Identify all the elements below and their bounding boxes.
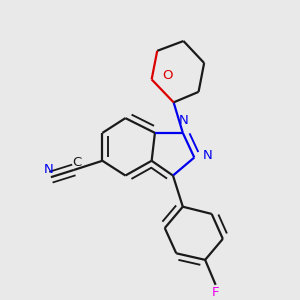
Text: N: N	[44, 164, 53, 176]
Text: C: C	[73, 156, 82, 169]
Text: O: O	[162, 69, 172, 82]
Text: N: N	[178, 114, 188, 127]
Text: F: F	[212, 286, 219, 299]
Text: N: N	[203, 149, 213, 162]
